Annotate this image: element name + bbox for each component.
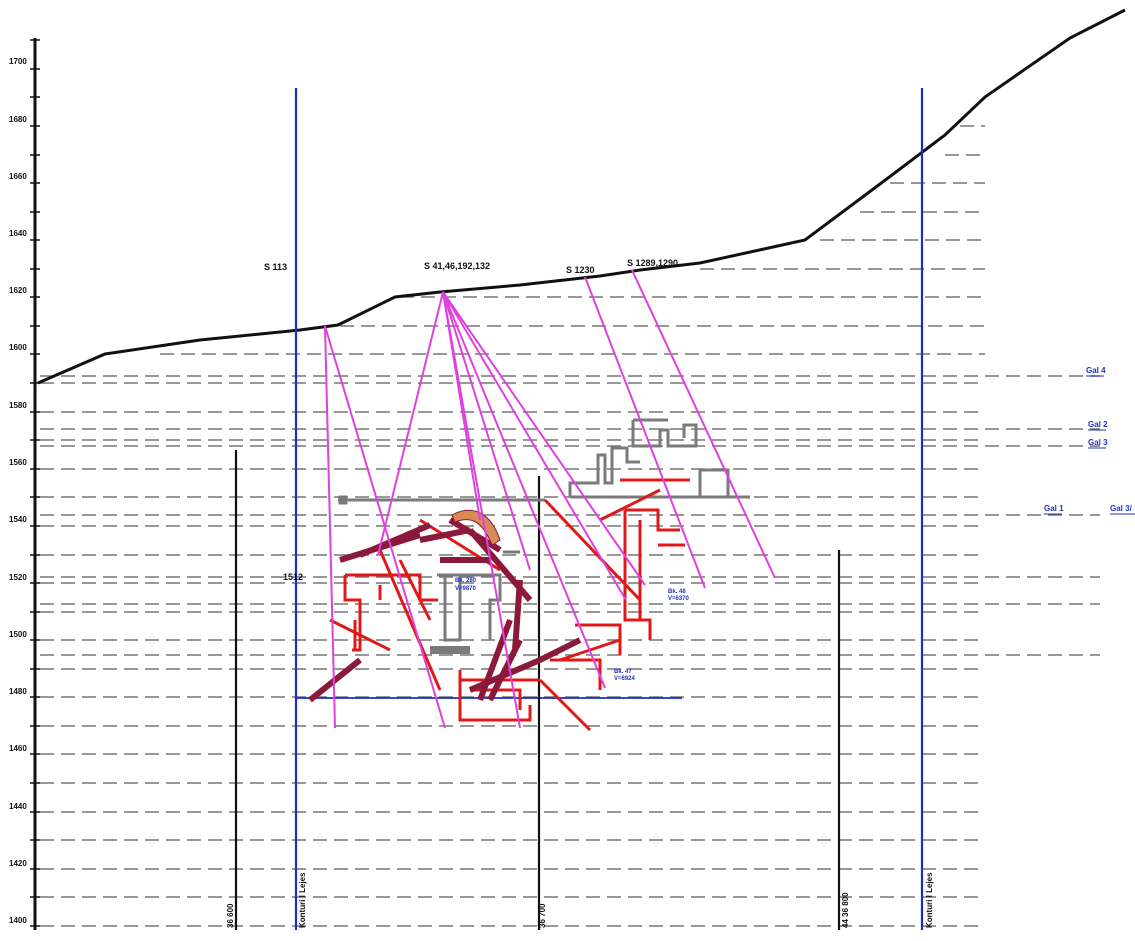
ore-block-note: Bk. 280: [455, 578, 477, 584]
elevation-label: 1560: [9, 458, 27, 467]
profile-lines: [234, 450, 841, 930]
old-workings: [338, 418, 750, 654]
elevation-marker-1512: 1512: [283, 572, 303, 582]
ore-block-note: V=6924: [614, 676, 636, 682]
ore-body-accent: [451, 509, 501, 546]
mine-workings: [329, 478, 690, 732]
ore-block-note: V=6370: [668, 596, 690, 602]
elevation-label: 1400: [9, 916, 27, 925]
elevation-label: 1460: [9, 744, 27, 753]
ore-block-notes: Bk. 280 V=9870 Bk. 48 V=6370 Bk. 47 V=69…: [455, 578, 690, 682]
boundary-line-label: Konturi I Lejes: [298, 872, 307, 928]
borehole-label: S 1289,1290: [627, 258, 678, 268]
stope-bodies: [308, 517, 582, 703]
gallery-labels: Gal 4 Gal 2 Gal 3 Gal 1 Gal 3/: [1044, 366, 1135, 515]
borehole-label: S 41,46,192,132: [424, 261, 490, 271]
profile-line-label: 36 700: [538, 903, 547, 928]
elevation-label: 1660: [9, 172, 27, 181]
elevation-label: 1580: [9, 401, 27, 410]
gallery-label: Gal 3/: [1110, 504, 1133, 513]
borehole-label: S 113: [264, 262, 287, 272]
elevation-label: 1520: [9, 573, 27, 582]
ore-block-note: V=9870: [455, 586, 477, 592]
boundary-line-label: Konturi I Lejes: [925, 872, 934, 928]
gallery-label: Gal 1: [1044, 504, 1064, 513]
axis-ticks: [30, 39, 40, 927]
elevation-label: 1600: [9, 343, 27, 352]
elevation-label: 1620: [9, 286, 27, 295]
gallery-label: Gal 4: [1086, 366, 1106, 375]
gallery-label: Gal 3: [1088, 438, 1108, 447]
elevation-label: 1500: [9, 630, 27, 639]
elevation-label: 1640: [9, 229, 27, 238]
ore-block-note: Bk. 47: [614, 669, 632, 675]
profile-line-label: 36 600: [226, 903, 235, 928]
elevation-label: 1680: [9, 115, 27, 124]
terrain-profile: [37, 8, 1126, 385]
elevation-label: 1480: [9, 687, 27, 696]
boreholes: [324, 269, 776, 729]
elevation-axis: 1700 1680 1660 1640 1620 1600 1580 1560 …: [9, 38, 40, 930]
ore-block-note: Bk. 48: [668, 589, 686, 595]
elevation-label: 1440: [9, 802, 27, 811]
elevation-label: 1700: [9, 57, 27, 66]
borehole-label: S 1230: [566, 265, 595, 275]
gallery-label: Gal 2: [1088, 420, 1108, 429]
license-boundaries: [294, 88, 924, 930]
profile-line-label: 44 36 800: [841, 892, 850, 928]
elevation-label: 1540: [9, 515, 27, 524]
elevation-label: 1420: [9, 859, 27, 868]
